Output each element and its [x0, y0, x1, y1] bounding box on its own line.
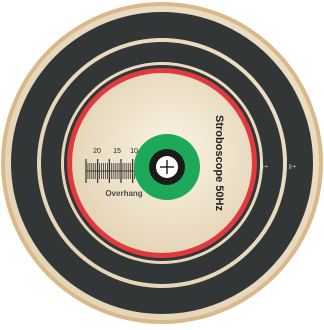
rim-mark-outer: ||-+: [289, 164, 296, 170]
scale-label-15: 15: [113, 148, 121, 155]
scale-label-20: 20: [93, 148, 101, 155]
crosshair-icon: [160, 160, 174, 174]
disc-title: Stroboscope 50Hz: [213, 115, 225, 211]
rim-mark-inner: ||-+: [261, 164, 268, 170]
scale-label-10: 10: [130, 148, 138, 155]
overhang-label: Overhang: [105, 189, 142, 198]
